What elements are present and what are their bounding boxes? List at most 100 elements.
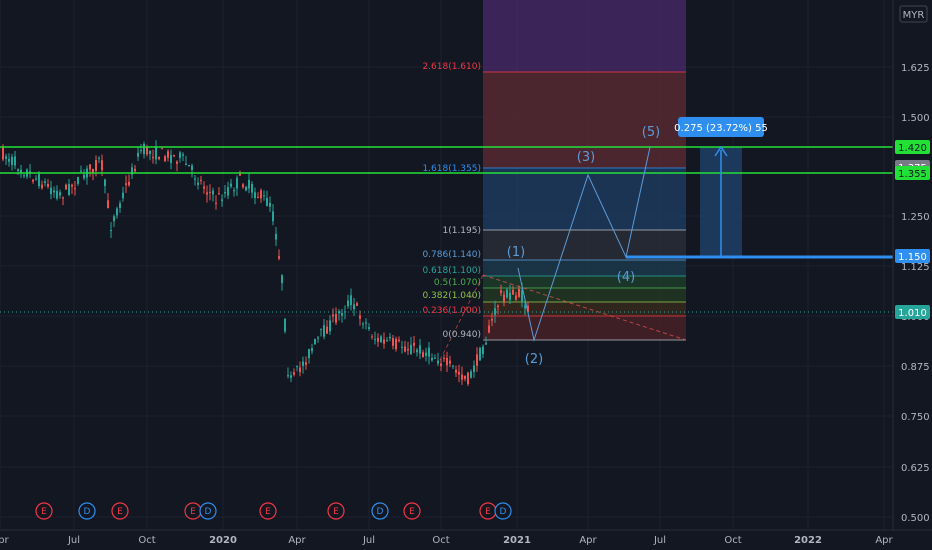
x-tick-label: Apr xyxy=(875,535,893,546)
candle-body xyxy=(302,361,304,366)
candle-body xyxy=(5,156,7,160)
candle-body xyxy=(44,181,46,184)
candle-body xyxy=(215,202,217,204)
candle-body xyxy=(290,375,292,378)
candle-body xyxy=(353,304,355,310)
candle-body xyxy=(65,184,67,190)
price-tag-box xyxy=(895,305,930,319)
candle-body xyxy=(278,256,280,259)
candle-body xyxy=(191,165,193,170)
candle-body xyxy=(377,337,379,342)
candle-body xyxy=(167,151,169,158)
event-marker xyxy=(78,502,96,520)
event-label: E xyxy=(333,507,339,517)
price-tag-box xyxy=(895,140,930,154)
candle-body xyxy=(128,181,130,186)
candle-body xyxy=(257,197,259,199)
candle-body xyxy=(14,156,16,166)
candle-body xyxy=(362,323,364,325)
measure-layer[interactable]: 0.275 (23.72%) 55 xyxy=(674,117,768,137)
x-tick-label: Apr xyxy=(0,535,10,546)
candle-body xyxy=(428,347,430,357)
x-tick-label: Jul xyxy=(362,535,375,546)
x-tick-label: Oct xyxy=(432,535,449,546)
measure-label: 0.275 (23.72%) 55 xyxy=(674,123,768,134)
candle-body xyxy=(98,157,100,159)
candle-body xyxy=(386,340,388,342)
candle-body xyxy=(95,160,97,171)
candle-body xyxy=(308,349,310,358)
currency-badge[interactable] xyxy=(899,5,928,23)
candle-body xyxy=(416,349,418,353)
candle-body xyxy=(404,346,406,352)
measure-label-box xyxy=(678,117,764,137)
candle-body xyxy=(77,176,79,184)
event-marker xyxy=(327,502,345,520)
x-tick-label: Apr xyxy=(579,535,597,546)
candle-body xyxy=(68,184,70,195)
candle-body xyxy=(173,155,175,157)
candle-body xyxy=(431,358,433,361)
candle-body xyxy=(527,305,529,312)
fib-label: 2.618(1.610) xyxy=(422,62,481,72)
wave-label: (5) xyxy=(642,125,660,140)
candle-body xyxy=(491,319,493,321)
candle-body xyxy=(401,346,403,348)
candle-body xyxy=(281,275,283,284)
candle-body xyxy=(179,152,181,158)
candle-body xyxy=(494,308,496,315)
candle-body xyxy=(224,192,226,194)
candle-body xyxy=(245,186,247,191)
candle-body xyxy=(188,165,190,167)
grey-zone xyxy=(483,230,686,260)
candle-body xyxy=(251,183,253,193)
candle-body xyxy=(119,203,121,208)
candle-body xyxy=(89,164,91,170)
candle-body xyxy=(35,178,37,180)
price-tag-label: 1.150 xyxy=(898,252,927,263)
candle-body xyxy=(323,325,325,337)
candle-body xyxy=(137,152,139,157)
candle-body xyxy=(185,163,187,165)
candle-body xyxy=(62,197,64,199)
price-axis[interactable]: MYR 1.6251.5001.2501.1251.0000.8750.7500… xyxy=(892,0,932,530)
candle-body xyxy=(440,363,442,367)
currency-label: MYR xyxy=(903,10,925,21)
candle-body xyxy=(41,184,43,189)
blue-zone xyxy=(483,168,686,230)
candle-body xyxy=(503,294,505,302)
candle-body xyxy=(80,170,82,172)
wave-label: (2) xyxy=(525,352,543,367)
candle-body xyxy=(296,366,298,368)
candle-body xyxy=(317,337,319,339)
event-marker xyxy=(371,502,389,520)
candle-body xyxy=(116,208,118,216)
candle-body xyxy=(464,375,466,379)
wave-label: (1) xyxy=(507,245,525,260)
price-tag-label: 1.420 xyxy=(898,143,927,154)
candle-body xyxy=(233,190,235,192)
time-axis[interactable]: Apr Jul Oct 2020 Apr Jul Oct 2021 Apr Jul Oct 2022 A… xyxy=(0,529,932,550)
candle-body xyxy=(293,372,295,375)
candle-body xyxy=(71,184,73,187)
price-tag-label: 1.010 xyxy=(898,308,927,319)
candle-body xyxy=(446,357,448,366)
candle-body xyxy=(299,367,301,373)
candle-body xyxy=(239,173,241,176)
candle-body xyxy=(260,190,262,199)
candle-body xyxy=(149,150,151,155)
candle-body xyxy=(392,338,394,346)
candle-body xyxy=(221,199,223,202)
event-label: E xyxy=(265,507,271,517)
candle-body xyxy=(368,327,370,330)
candle-body xyxy=(320,328,322,330)
candle-body xyxy=(104,179,106,186)
lines-layer xyxy=(0,145,893,361)
y-tick-label: 0.500 xyxy=(901,513,930,524)
candle-body xyxy=(140,150,142,152)
y-tick-label: 1.625 xyxy=(901,63,930,74)
